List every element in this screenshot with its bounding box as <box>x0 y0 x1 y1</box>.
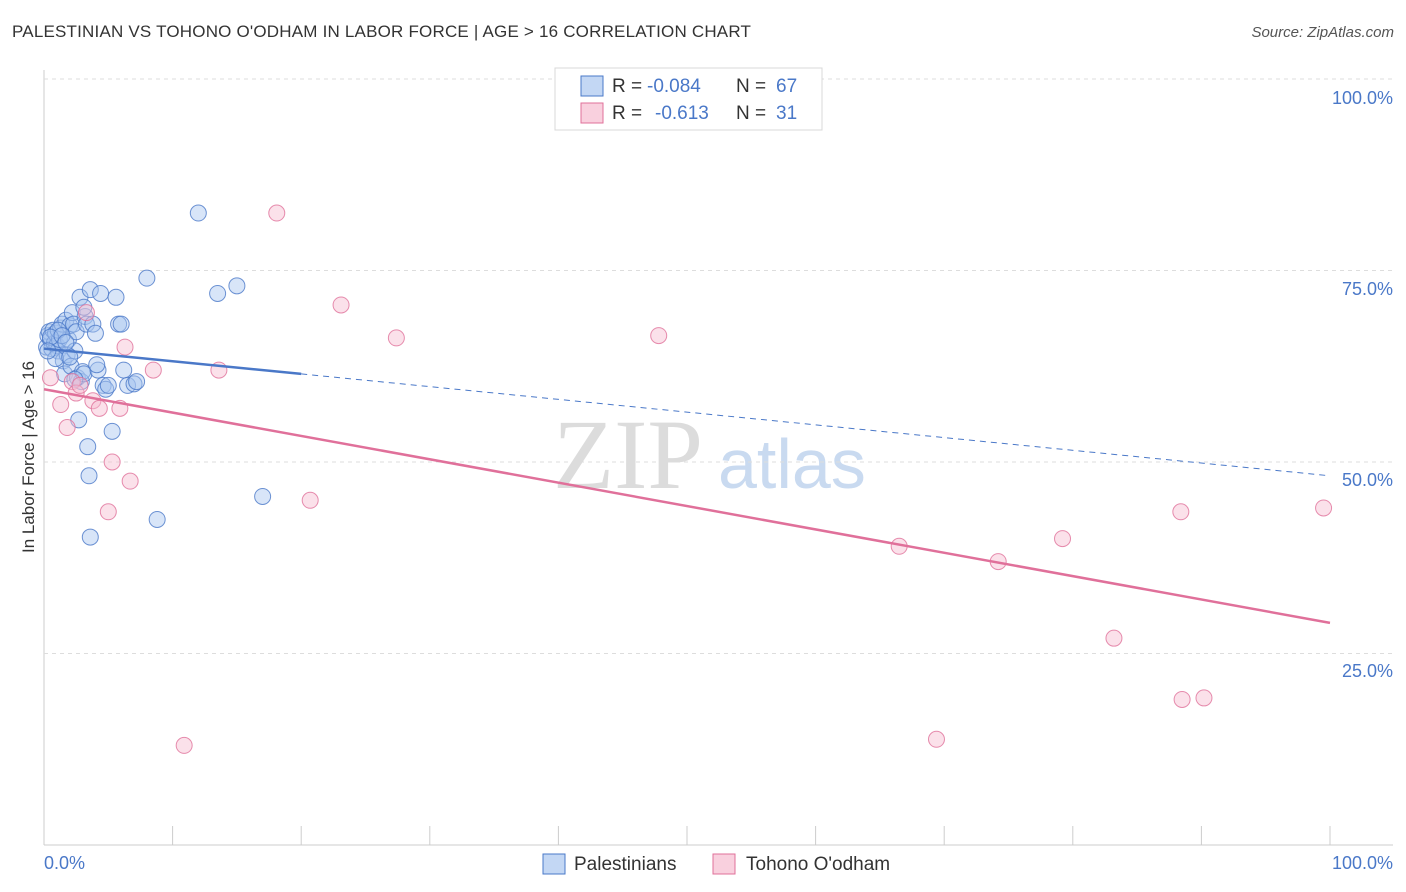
bottom-legend-swatch-palestinians <box>542 853 566 875</box>
y-tick-label-75: 75.0% <box>1342 279 1393 299</box>
data-point <box>63 373 81 391</box>
data-point <box>144 361 162 379</box>
data-point <box>112 315 130 333</box>
data-point <box>1315 499 1333 517</box>
data-point <box>148 510 166 528</box>
legend-r-value-palestinians: -0.084 <box>647 76 701 97</box>
data-point <box>71 376 89 394</box>
data-point <box>57 334 75 352</box>
data-point <box>80 467 98 485</box>
data-point <box>268 204 286 222</box>
data-point <box>254 487 272 505</box>
series-tohono-oodham <box>41 204 1333 754</box>
data-point <box>121 472 139 490</box>
legend-r-label-palestinians: R = <box>612 76 642 97</box>
data-point <box>90 399 108 417</box>
data-point <box>88 356 106 374</box>
data-point <box>189 204 207 222</box>
x-ticks <box>172 826 1331 845</box>
y-tick-label-25: 25.0% <box>1342 661 1393 681</box>
legend-n-value-palestinians: 67 <box>776 76 797 97</box>
data-point <box>1105 629 1123 647</box>
trend-lines <box>43 347 1331 625</box>
legend-r-value-tohono-oodham: -0.613 <box>655 103 709 124</box>
data-point <box>119 376 137 394</box>
legend-swatch-palestinians <box>580 75 604 97</box>
y-tick-label-50: 50.0% <box>1342 470 1393 490</box>
data-point <box>99 376 117 394</box>
x-tick-label-100: 100.0% <box>1332 853 1393 873</box>
watermark-atlas: atlas <box>718 425 866 503</box>
gridlines <box>44 78 1393 654</box>
trend-line-palestinians <box>43 347 302 376</box>
data-point <box>115 361 133 379</box>
chart-title: PALESTINIAN VS TOHONO O'ODHAM IN LABOR F… <box>12 22 752 41</box>
top-legend: R = -0.084 N = 67 R = -0.613 N = 31 <box>554 67 823 131</box>
trend-line-tohono-oodham <box>43 388 1331 625</box>
y-tick-labels: 100.0% 75.0% 50.0% 25.0% <box>1332 88 1393 681</box>
data-point <box>86 324 104 342</box>
data-point <box>125 375 143 393</box>
data-point <box>41 369 59 387</box>
data-point <box>39 342 57 360</box>
data-point <box>301 491 319 509</box>
y-axis-title: In Labor Force | Age > 16 <box>19 361 38 553</box>
bottom-legend-label-palestinians: Palestinians <box>574 854 676 875</box>
legend-r-label-tohono-oodham: R = <box>612 103 642 124</box>
data-point <box>927 730 945 748</box>
data-point <box>138 269 156 287</box>
data-point <box>332 296 350 314</box>
legend-swatch-tohono-oodham <box>580 102 604 124</box>
data-point <box>81 281 99 299</box>
data-point <box>92 284 110 302</box>
bottom-legend-label-tohono-oodham: Tohono O'odham <box>746 854 890 875</box>
data-point <box>175 736 193 754</box>
source-label: Source: ZipAtlas.com <box>1251 24 1394 41</box>
legend-n-label-palestinians: N = <box>736 76 766 97</box>
data-point <box>81 528 99 546</box>
data-point <box>209 284 227 302</box>
data-point <box>103 422 121 440</box>
data-point <box>1172 503 1190 521</box>
data-point <box>52 396 70 414</box>
data-point <box>387 329 405 347</box>
data-point <box>58 419 76 437</box>
data-point <box>103 453 121 471</box>
trend-line-palestinians-extension <box>301 373 1331 477</box>
series-palestinians <box>38 204 272 546</box>
data-point <box>89 361 107 379</box>
data-point <box>99 503 117 521</box>
data-point <box>650 327 668 345</box>
watermark-zip: ZIP <box>553 399 703 510</box>
bottom-legend-swatch-tohono-oodham <box>712 853 736 875</box>
data-point <box>228 277 246 295</box>
legend-n-label-tohono-oodham: N = <box>736 103 766 124</box>
data-point <box>116 338 134 356</box>
data-point <box>1173 690 1191 708</box>
data-point <box>128 373 146 391</box>
data-point <box>107 288 125 306</box>
data-point <box>1054 530 1072 548</box>
data-point <box>1195 689 1213 707</box>
bottom-legend: Palestinians Tohono O'odham <box>542 853 890 875</box>
legend-n-value-tohono-oodham: 31 <box>776 103 797 124</box>
y-tick-label-100: 100.0% <box>1332 88 1393 108</box>
data-point <box>79 438 97 456</box>
data-point <box>77 304 95 322</box>
x-tick-label-0: 0.0% <box>44 853 85 873</box>
